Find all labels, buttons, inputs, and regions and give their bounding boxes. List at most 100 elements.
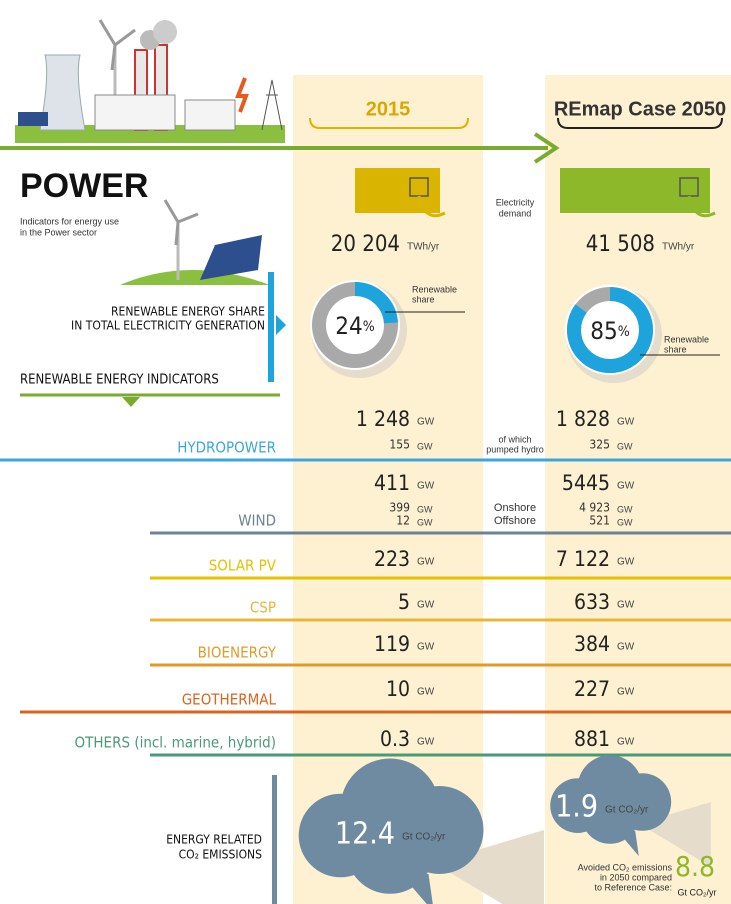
value: 411 [374,471,410,495]
row-name: WIND [238,512,276,530]
unit: GW [617,517,633,527]
unit: GW [417,504,433,514]
sub-label: of which [498,434,531,444]
plug-box [560,168,710,213]
content: HYDROPOWER 1 248 GW 1 828 GW 155 GW 325 GW of whi… [0,407,731,904]
share-unit: % [363,319,375,335]
unit: GW [617,504,633,514]
value: 399 [389,501,410,515]
unit: GW [617,441,633,451]
cloud [550,755,711,867]
share-value: 24% [335,312,374,340]
bracket-2015 [309,117,469,129]
emissions-title: CO₂ EMISSIONS [179,848,263,862]
unit: GW [617,600,635,611]
value: 1.9 [555,790,598,825]
indicators-title: RENEWABLE ENERGY INDICATORS [20,373,219,388]
value: 1 828 [556,407,610,431]
cable [417,195,446,218]
value: 41 508 [586,232,655,257]
cloud-shadow [638,802,711,867]
unit: GW [417,441,433,451]
avoided-value: 8.8 [675,850,715,883]
value: 7 122 [556,547,610,571]
demand-label: demand [499,208,532,218]
emissions-bar [272,775,277,904]
title: POWER [20,167,148,205]
unit: GW [417,557,435,568]
value: 1 248 [356,407,410,431]
emissions-title: ENERGY RELATED [166,833,262,847]
sub-label: Offshore [494,515,536,527]
cloud-part [581,786,639,844]
share-label: share [412,294,435,304]
value: 223 [374,547,410,571]
share-number: 24 [335,312,362,340]
unit: GW [417,417,435,428]
row-name: BIOENERGY [198,644,277,662]
share-title: IN TOTAL ELECTRICITY GENERATION [71,319,265,333]
value: 384 [574,632,610,656]
sub-label: Onshore [494,502,536,514]
share-value: 85% [590,317,629,345]
cable [687,195,716,218]
value: 119 [374,632,410,656]
row-name: CSP [250,599,276,617]
row-name: OTHERS (incl. marine, hybrid) [75,734,276,752]
share-title: RENEWABLE ENERGY SHARE [111,305,265,319]
value: 521 [589,514,610,528]
cloud-shadow [434,830,545,904]
value: 4 923 [579,501,610,515]
demand-label: Electricity [496,197,535,207]
value: 0.3 [380,727,410,751]
bracket-2050 [557,117,723,129]
cloud-part [346,805,434,894]
power-plant-illustration [15,19,285,143]
cloud [298,758,545,904]
unit: GW [617,642,635,653]
col-header: 2015 [366,98,411,120]
share-label: Renewable [664,334,709,344]
row-name: SOLAR PV [209,557,277,575]
col-header: REmap Case 2050 [554,98,726,120]
unit: GW [617,737,635,748]
share-label: share [664,344,687,354]
donut-arc [567,287,653,373]
unit: GW [617,557,635,568]
sub-label: pumped hydro [486,444,544,454]
arrow-head [533,132,560,164]
avoided-label: in 2050 compared [600,872,672,882]
unit: GW [417,687,435,698]
unit: GW [617,687,635,698]
value: 881 [574,727,610,751]
unit: GW [417,642,435,653]
value: 155 [389,438,410,452]
subtitle-line: in the Power sector [20,227,97,237]
unit: TWh/yr [407,242,440,253]
unit: GW [617,481,635,492]
share-number: 85 [590,317,617,345]
value: 5 [398,590,410,614]
wind-solar-illustration [120,199,270,285]
share-label: Renewable [412,284,457,294]
unit: Gt CO₂/yr [605,805,649,816]
subtitle-line: Indicators for energy use [20,216,119,226]
row-name: HYDROPOWER [177,439,276,457]
value: 5445 [562,471,610,495]
value: 20 204 [331,232,400,257]
indicators-pointer [122,397,140,407]
value: 325 [589,438,610,452]
unit: GW [417,600,435,611]
share-unit: % [618,324,630,340]
value: 633 [574,590,610,614]
unit: GW [417,517,433,527]
avoided-label: to Reference Case: [594,882,672,892]
unit: GW [417,481,435,492]
donut-arc [312,282,398,368]
unit: TWh/yr [662,242,695,253]
unit: GW [617,417,635,428]
plugs [355,168,716,218]
value: 12.4 [335,817,395,852]
avoided-label: Avoided CO₂ emissions [578,862,673,872]
